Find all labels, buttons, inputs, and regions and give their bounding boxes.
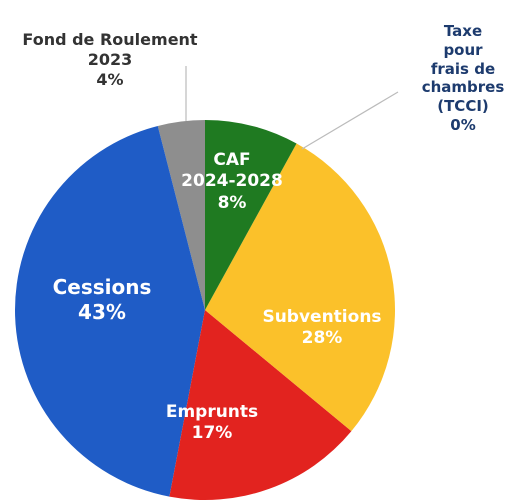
slice-label: Fond de Roulement 2023 4% <box>22 30 197 90</box>
slice-label: Subventions 28% <box>262 307 381 350</box>
value-label: 8% <box>217 192 247 213</box>
value-label: 43% <box>78 300 126 324</box>
category-label: CAF 2024-2028 <box>181 150 283 192</box>
pie-slice <box>205 143 396 432</box>
pie-slice <box>169 310 352 501</box>
value-label: 0% <box>450 115 476 134</box>
value-label: 4% <box>96 70 124 89</box>
category-label: Cessions <box>52 275 152 299</box>
value-label: 17% <box>191 423 233 443</box>
pie-slice <box>14 125 205 497</box>
category-label: Emprunts <box>165 401 259 422</box>
slice-label: Cessions 43% <box>53 275 152 325</box>
category-label: Fond de Roulement 2023 <box>22 30 198 69</box>
slice-label: CAF 2024-2028 8% <box>181 150 283 214</box>
category-label: Subventions <box>262 306 382 327</box>
category-label: Taxe pour frais de chambres (TCCI) <box>421 21 505 115</box>
value-label: 28% <box>301 328 343 348</box>
slice-label: Emprunts 17% <box>166 402 258 445</box>
leader-line <box>301 91 399 150</box>
pie-slice <box>157 120 205 310</box>
pie-slice <box>205 120 297 310</box>
slice-label: Taxe pour frais de chambres (TCCI) 0% <box>422 22 505 135</box>
